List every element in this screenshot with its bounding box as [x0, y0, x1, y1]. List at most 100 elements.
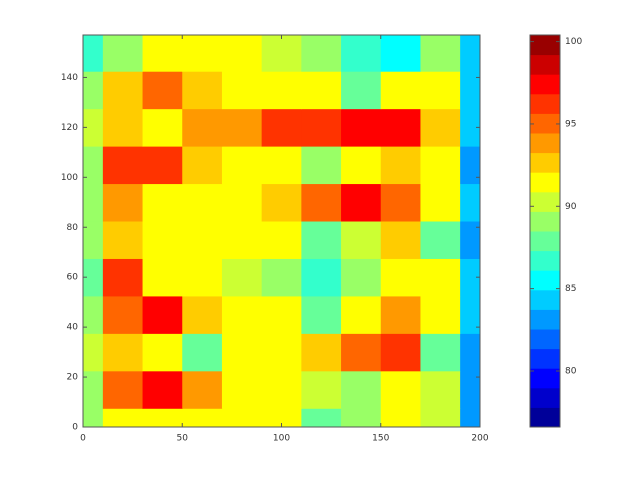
- colorbar-band: [530, 309, 560, 330]
- contour-cell: [182, 183, 223, 222]
- contour-cell: [341, 295, 382, 334]
- contour-cell: [182, 108, 223, 147]
- contour-cell: [142, 333, 183, 372]
- contour-cell: [460, 183, 480, 222]
- contour-cell: [261, 370, 302, 409]
- y-tick-label: 80: [67, 223, 79, 233]
- contour-cell: [341, 146, 382, 185]
- contour-cell: [380, 258, 421, 297]
- contour-cell: [221, 146, 263, 185]
- contour-cell: [182, 221, 223, 259]
- contour-cell: [380, 108, 421, 147]
- contour-cell: [261, 295, 302, 334]
- contour-cell: [182, 370, 223, 409]
- contour-cell: [221, 35, 263, 72]
- contour-cell: [380, 408, 421, 427]
- contour-cell: [182, 71, 223, 110]
- contour-cell: [102, 221, 144, 259]
- contour-cell: [102, 183, 144, 222]
- contour-cell: [380, 71, 421, 110]
- colorbar-band: [530, 191, 560, 212]
- contour-cell: [301, 108, 342, 147]
- y-tick-label: 60: [67, 273, 79, 283]
- contour-cell: [460, 146, 480, 185]
- contour-cell: [182, 333, 223, 372]
- contour-cell: [102, 333, 144, 372]
- contour-cell: [301, 221, 342, 259]
- x-tick-label: 50: [177, 434, 189, 444]
- contour-cell: [380, 35, 421, 72]
- contour-cell: [261, 71, 302, 110]
- contour-area: [83, 35, 480, 427]
- contour-cell: [261, 183, 302, 222]
- colorbar-band: [530, 35, 560, 56]
- contour-cell: [102, 146, 144, 185]
- contour-cell: [301, 408, 342, 427]
- contour-cell: [341, 333, 382, 372]
- contour-cell: [142, 35, 183, 72]
- contour-cell: [420, 221, 461, 259]
- contour-cell: [102, 35, 144, 72]
- contour-cell: [341, 258, 382, 297]
- x-tick-label: 0: [80, 434, 86, 444]
- contour-cell: [380, 295, 421, 334]
- contour-cell: [142, 221, 183, 259]
- contour-cell: [261, 146, 302, 185]
- contour-cell: [182, 295, 223, 334]
- contour-cell: [341, 370, 382, 409]
- contour-cell: [261, 221, 302, 259]
- contour-cell: [221, 258, 263, 297]
- contour-cell: [182, 408, 223, 427]
- contour-cell: [221, 108, 263, 147]
- contour-cell: [142, 108, 183, 147]
- contour-cell: [261, 108, 302, 147]
- contour-cell: [221, 221, 263, 259]
- contour-cell: [341, 35, 382, 72]
- contour-cell: [380, 183, 421, 222]
- contour-cell: [460, 295, 480, 334]
- contour-cell: [301, 333, 342, 372]
- contour-cell: [142, 183, 183, 222]
- contour-cell: [420, 183, 461, 222]
- contour-cell: [142, 370, 183, 409]
- colorbar-band: [530, 231, 560, 252]
- contour-cell: [102, 108, 144, 147]
- contour-cell: [83, 370, 104, 409]
- colorbar-band: [530, 54, 560, 75]
- contour-cell: [102, 258, 144, 297]
- contour-cell: [182, 35, 223, 72]
- contour-cell: [221, 295, 263, 334]
- contour-cell: [142, 295, 183, 334]
- colorbar-tick-label: 90: [565, 202, 577, 212]
- contour-cell: [380, 221, 421, 259]
- contour-cell: [83, 183, 104, 222]
- y-tick-label: 20: [67, 373, 79, 383]
- contour-cell: [221, 183, 263, 222]
- contour-cell: [221, 408, 263, 427]
- contour-cell: [102, 370, 144, 409]
- contour-cell: [301, 71, 342, 110]
- contour-cell: [420, 146, 461, 185]
- contour-cell: [380, 146, 421, 185]
- y-tick-label: 140: [61, 73, 78, 83]
- contour-cell: [460, 370, 480, 409]
- contour-cell: [261, 408, 302, 427]
- contour-cell: [301, 146, 342, 185]
- contour-cell: [420, 408, 461, 427]
- contour-cell: [420, 333, 461, 372]
- y-tick-label: 0: [72, 423, 78, 433]
- contour-cell: [341, 221, 382, 259]
- contour-cell: [102, 295, 144, 334]
- contour-cell: [460, 71, 480, 110]
- contour-cell: [460, 333, 480, 372]
- colorbar-tick-label: 100: [565, 37, 582, 47]
- y-tick-label: 100: [61, 173, 78, 183]
- y-tick-label: 120: [61, 123, 78, 133]
- contour-cell: [301, 295, 342, 334]
- colorbar-band: [530, 407, 560, 428]
- colorbar-band: [530, 348, 560, 369]
- x-tick-label: 100: [273, 434, 290, 444]
- contour-cell: [102, 71, 144, 110]
- colorbar-band: [530, 250, 560, 271]
